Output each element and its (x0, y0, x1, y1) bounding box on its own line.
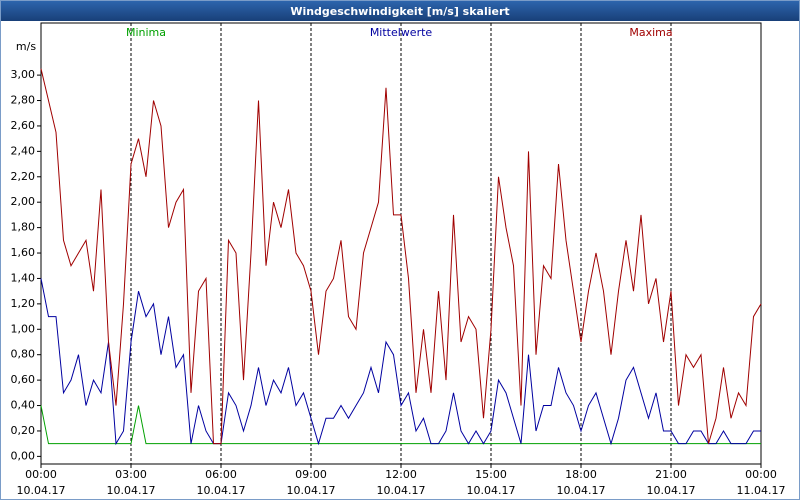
x-tick-label: 06:00 10.04.17 (196, 468, 246, 497)
x-tick-label: 18:00 10.04.17 (556, 468, 606, 497)
legend-entry: Maxima (629, 26, 672, 39)
y-tick-label: 0,80 (11, 348, 36, 361)
y-axis-label: m/s (16, 40, 36, 53)
legend-entry: Mittelwerte (370, 26, 433, 39)
y-tick-label: 0,40 (11, 399, 36, 412)
y-tick-label: 3,00 (11, 68, 36, 81)
y-tick-label: 1,20 (11, 297, 36, 310)
y-tick-label: 2,40 (11, 144, 36, 157)
y-tick-label: 2,80 (11, 94, 36, 107)
x-tick-label: 15:00 10.04.17 (466, 468, 516, 497)
legend-entry: Minima (126, 26, 166, 39)
series-line (40, 278, 761, 446)
y-tick-label: 0,20 (11, 424, 36, 437)
chart-title: Windgeschwindigkeit [m/s] skaliert (290, 5, 509, 18)
x-tick-label: 00:00 11.04.17 (736, 468, 786, 497)
x-tick-label: 03:00 10.04.17 (106, 468, 156, 497)
y-tick-label: 1,60 (11, 246, 36, 259)
plot-frame (40, 22, 762, 465)
series-line (40, 68, 762, 445)
y-tick-label: 1,40 (11, 271, 36, 284)
series-line (40, 405, 761, 445)
x-tick-label: 12:00 10.04.17 (376, 468, 426, 497)
y-tick-label: 1,80 (11, 221, 36, 234)
y-tick-label: 0,00 (11, 449, 36, 462)
title-bar (1, 1, 799, 21)
y-tick-label: 2,20 (11, 170, 36, 183)
x-tick-label: 21:00 10.04.17 (646, 468, 696, 497)
y-tick-label: 2,60 (11, 119, 36, 132)
x-tick-label: 09:00 10.04.17 (286, 468, 336, 497)
y-tick-label: 2,00 (11, 195, 36, 208)
y-tick-label: 0,60 (11, 373, 36, 386)
x-tick-label: 00:00 10.04.17 (16, 468, 66, 497)
y-tick-label: 1,00 (11, 322, 36, 335)
